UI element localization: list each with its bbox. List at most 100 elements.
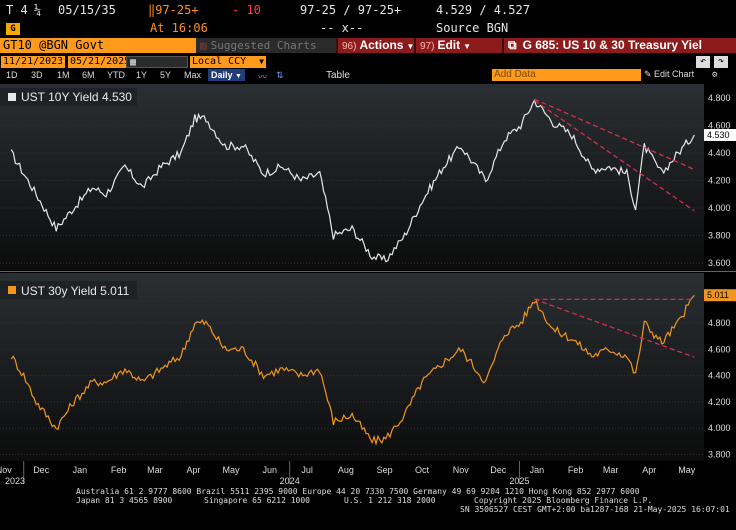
- add-data-input[interactable]: Add Data: [492, 69, 641, 81]
- footer-phones-singapore: Singapore 65 6212 1000: [204, 496, 310, 505]
- legend-10y-label[interactable]: UST 10Y Yield 4.530: [21, 90, 132, 104]
- panel-30y-bg: [0, 273, 704, 461]
- actions-menu-button[interactable]: 96) Actions ▼: [338, 38, 414, 53]
- chevron-down-icon: ▼: [463, 42, 472, 51]
- footer-phones-us: U.S. 1 212 318 2000: [344, 496, 436, 505]
- last-value-label: 5.011: [707, 290, 729, 300]
- range-3d-button[interactable]: 3D: [31, 70, 43, 80]
- x-tick-label: Oct: [415, 465, 430, 475]
- bid-ask-yield: 4.529 / 4.527: [436, 3, 530, 17]
- quote-strip: T 4 ¼ 05/15/35 ‖97-25+ - 10 97-25 / 97-2…: [0, 0, 736, 38]
- footer-phones-japan: Japan 81 3 4565 8900: [76, 496, 173, 505]
- x-tick-label: Jan: [73, 465, 88, 475]
- quote-time: At 16:06: [150, 21, 208, 35]
- y-tick-label: 4.200: [708, 397, 731, 407]
- edit-chart-button[interactable]: ✎ Edit Chart: [644, 69, 695, 79]
- last-value-tag: [704, 128, 736, 141]
- y-tick-label: 4.400: [708, 371, 731, 381]
- legend-30y-box: [0, 281, 137, 299]
- x-tick-label: Dec: [490, 465, 507, 475]
- x-tick-label: Feb: [568, 465, 584, 475]
- x-tick-label: Nov: [0, 465, 12, 475]
- y-tick-label: 4.600: [708, 120, 731, 130]
- range-max-button[interactable]: Max: [184, 70, 202, 80]
- legend-10y-swatch: [8, 93, 16, 101]
- end-date-input[interactable]: 05/21/2025: [68, 56, 133, 68]
- bloomberg-logo-icon: G: [6, 23, 20, 35]
- range-1m-button[interactable]: 1M: [57, 70, 70, 80]
- x-year-label: 2025: [509, 476, 529, 486]
- chart-title-bar: ⧉ G 685: US 10 & 30 Treasury Yiel: [504, 38, 736, 53]
- currency-select[interactable]: Local CCY ▼: [190, 56, 266, 68]
- panel-10y: 4.800 4.600 4.400 4.200 4.000 3.800 3.600 4.530: [0, 93, 736, 268]
- maturity-date: 05/15/35: [58, 3, 116, 17]
- frequency-select[interactable]: Daily ▼: [208, 69, 245, 81]
- legend-30y-label[interactable]: UST 30y Yield 5.011: [21, 284, 130, 298]
- legend-10y-box: [0, 88, 137, 106]
- y-tick-label: 3.800: [708, 449, 731, 459]
- pencil-icon: ✎: [644, 69, 655, 79]
- trend-line: [534, 98, 695, 170]
- calendar-icon[interactable]: ▦: [126, 56, 188, 68]
- redo-icon[interactable]: ↷: [714, 56, 728, 68]
- x-year-label: 2023: [5, 476, 25, 486]
- x-tick-label: Dec: [33, 465, 50, 475]
- price-change: - 10: [232, 3, 261, 17]
- y-tick-label: 4.000: [708, 423, 731, 433]
- yield-chart: 4.800 4.600 4.400 4.200 4.000 3.800 3.600 4.530…: [0, 84, 736, 486]
- line-chart-icon[interactable]: 〰: [258, 72, 268, 82]
- ticker-input[interactable]: GT10 @BGN Govt: [0, 38, 196, 53]
- edit-menu-button[interactable]: 97) Edit ▼: [416, 38, 502, 53]
- y-tick-label: 4.800: [708, 93, 731, 103]
- external-link-icon[interactable]: ⧉: [508, 38, 517, 52]
- y-tick-label: 4.800: [708, 318, 731, 328]
- legend-30y-swatch: [8, 286, 16, 294]
- candle-chart-icon[interactable]: ⇅: [276, 70, 284, 80]
- range-ytd-button[interactable]: YTD: [107, 70, 125, 80]
- x-tick-label: Feb: [111, 465, 127, 475]
- date-separator: -: [60, 56, 67, 67]
- series-line: [10, 294, 695, 446]
- series-line: [10, 98, 695, 263]
- undo-icon[interactable]: ↶: [696, 56, 710, 68]
- coupon-fraction: ¼: [34, 3, 42, 17]
- trend-line: [534, 298, 695, 358]
- x-year-label: 2024: [280, 476, 300, 486]
- range-1y-button[interactable]: 1Y: [136, 70, 148, 80]
- x-tick-label: Jan: [530, 465, 545, 475]
- y-tick-label: 4.000: [708, 203, 731, 213]
- trend-line: [534, 100, 695, 212]
- panel-10y-bg: [0, 84, 704, 270]
- bid-ask-price: 97-25 / 97-25+: [300, 3, 402, 17]
- y-tick-label: 4.400: [708, 148, 731, 158]
- chart-icon: ▥: [200, 39, 207, 52]
- footer: Australia 61 2 9777 8600 Brazil 5511 239…: [0, 487, 736, 530]
- range-5y-button[interactable]: 5Y: [160, 70, 172, 80]
- x-tick-label: Mar: [603, 465, 619, 475]
- range-1d-button[interactable]: 1D: [6, 70, 18, 80]
- chart-settings-icon[interactable]: ⚙: [712, 70, 718, 80]
- last-price: ‖97-25+: [148, 3, 199, 17]
- x-tick-label: May: [222, 465, 240, 475]
- chevron-down-icon: ▼: [259, 57, 264, 66]
- chevron-down-icon: ▼: [235, 73, 242, 80]
- x-tick-label: Nov: [453, 465, 470, 475]
- table-view-button[interactable]: Table: [326, 70, 350, 81]
- suggested-charts-button[interactable]: ▥ Suggested Charts: [196, 38, 336, 53]
- x-tick-label: Jun: [262, 465, 277, 475]
- last-value-tag: [704, 289, 736, 302]
- x-tick-label: Jul: [301, 465, 313, 475]
- x-tick-label: Mar: [147, 465, 163, 475]
- footer-phones-line1: Australia 61 2 9777 8600 Brazil 5511 239…: [76, 487, 640, 496]
- x-tick-label: Apr: [642, 465, 656, 475]
- range-6m-button[interactable]: 6M: [82, 70, 95, 80]
- y-tick-label: 4.600: [708, 344, 731, 354]
- last-value-label: 4.530: [707, 130, 730, 140]
- footer-session-info: SN 3506527 CEST GMT+2:00 ba1287-168 21-M…: [460, 505, 730, 514]
- start-date-input[interactable]: 11/21/2023: [1, 56, 66, 68]
- x-tick-label: Aug: [338, 465, 354, 475]
- y-tick-label: 3.800: [708, 231, 731, 241]
- x-tick-label: May: [678, 465, 696, 475]
- quote-source: Source BGN: [436, 21, 509, 35]
